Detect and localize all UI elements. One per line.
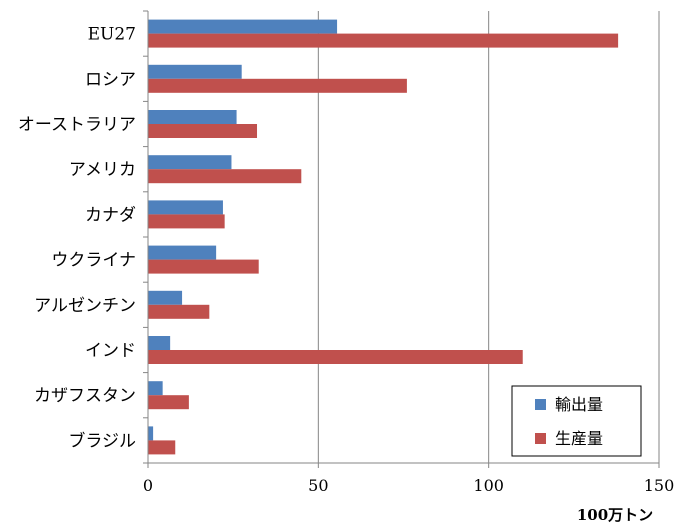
bar-production [148,350,523,364]
category-labels: EU27 ロシアオーストラリアアメリカカナダウクライナアルゼンチンインドカザフスタ… [18,25,136,452]
bar-export [148,426,154,441]
bar-export [148,336,171,350]
bar-export [148,64,242,79]
bar-export [148,110,237,124]
bar-production [148,259,259,274]
x-tick-label: 100 [473,476,504,495]
bar-export [148,200,223,215]
bar-production [148,304,210,319]
category-label: EU27 [88,25,136,45]
bar-production [148,169,302,184]
x-tick-labels: 0 50 100 150 [143,476,674,495]
category-label: インド [85,341,136,361]
bars [148,19,619,455]
category-label: アメリカ [69,160,136,180]
x-tick-label: 150 [644,476,675,495]
legend-label-production: 生産量 [555,429,603,448]
category-label: アルゼンチン [34,296,136,316]
bar-production [148,124,258,138]
bar-export [148,245,217,260]
category-label: カザフスタン [34,386,136,406]
bar-production [148,395,189,410]
bar-production [148,78,407,93]
x-axis-unit-label: 100万トン [577,506,653,524]
bar-export [148,155,232,170]
bar-export [148,19,338,34]
category-label: ウクライナ [51,251,136,271]
axes [143,10,660,468]
legend-box [511,385,642,457]
legend: 輸出量 生産量 [511,385,642,457]
category-label: オーストラリア [18,115,136,135]
bar-production [148,214,225,229]
bar-export [148,381,163,396]
bar-production [148,440,176,455]
x-tick-label: 0 [143,476,153,495]
bar-export [148,290,183,305]
category-label: カナダ [85,205,136,225]
bar-production [148,33,619,48]
legend-swatch-export [535,399,546,410]
x-tick-label: 50 [308,476,328,495]
legend-label-export: 輸出量 [555,395,603,414]
category-label: ロシア [85,70,136,90]
category-label: ブラジル [68,430,136,451]
legend-swatch-production [535,433,546,444]
